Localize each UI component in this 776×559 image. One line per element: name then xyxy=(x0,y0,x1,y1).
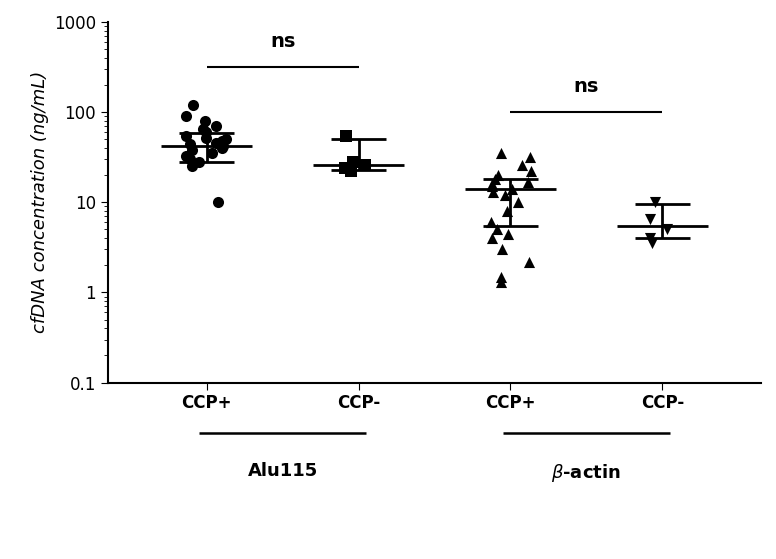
Point xyxy=(180,112,192,121)
Point xyxy=(200,133,213,142)
Point xyxy=(200,127,213,136)
Point xyxy=(521,177,534,186)
Point xyxy=(496,245,508,254)
Text: Alu115: Alu115 xyxy=(248,462,317,480)
Point xyxy=(646,239,658,248)
Point xyxy=(487,188,499,197)
Point xyxy=(217,141,230,150)
Point xyxy=(210,139,223,148)
Point xyxy=(495,149,508,158)
Point xyxy=(516,160,528,169)
Text: ns: ns xyxy=(573,77,599,96)
Text: $\beta$-actin: $\beta$-actin xyxy=(552,462,622,484)
Point xyxy=(485,218,497,227)
Point xyxy=(650,198,662,207)
Point xyxy=(501,207,514,216)
Point xyxy=(220,135,232,144)
Point xyxy=(192,158,205,167)
Point xyxy=(643,215,656,224)
Point xyxy=(216,136,228,145)
Point xyxy=(494,278,507,287)
Point xyxy=(180,131,192,140)
Point xyxy=(486,234,498,243)
Point xyxy=(180,151,192,160)
Point xyxy=(339,164,352,173)
Point xyxy=(340,131,352,140)
Point xyxy=(184,155,196,164)
Point xyxy=(486,179,498,188)
Point xyxy=(492,170,504,179)
Point xyxy=(489,175,501,184)
Point xyxy=(495,272,508,281)
Point xyxy=(187,101,199,110)
Point xyxy=(206,149,219,158)
Point xyxy=(499,191,511,200)
Point xyxy=(643,234,656,243)
Point xyxy=(184,140,196,149)
Y-axis label: cfDNA concentration (ng/mL): cfDNA concentration (ng/mL) xyxy=(30,71,49,333)
Point xyxy=(523,257,535,266)
Point xyxy=(197,125,210,134)
Point xyxy=(359,160,371,169)
Point xyxy=(186,145,199,154)
Point xyxy=(212,198,224,207)
Point xyxy=(491,225,504,234)
Point xyxy=(511,198,524,207)
Point xyxy=(661,225,674,234)
Point xyxy=(199,116,211,125)
Point xyxy=(525,167,537,176)
Point xyxy=(487,182,499,191)
Point xyxy=(216,144,228,153)
Point xyxy=(345,167,357,176)
Point xyxy=(347,158,359,167)
Point xyxy=(502,229,514,238)
Point xyxy=(186,162,199,171)
Point xyxy=(210,122,223,131)
Point xyxy=(506,184,518,193)
Text: ns: ns xyxy=(270,32,296,51)
Point xyxy=(524,152,536,161)
